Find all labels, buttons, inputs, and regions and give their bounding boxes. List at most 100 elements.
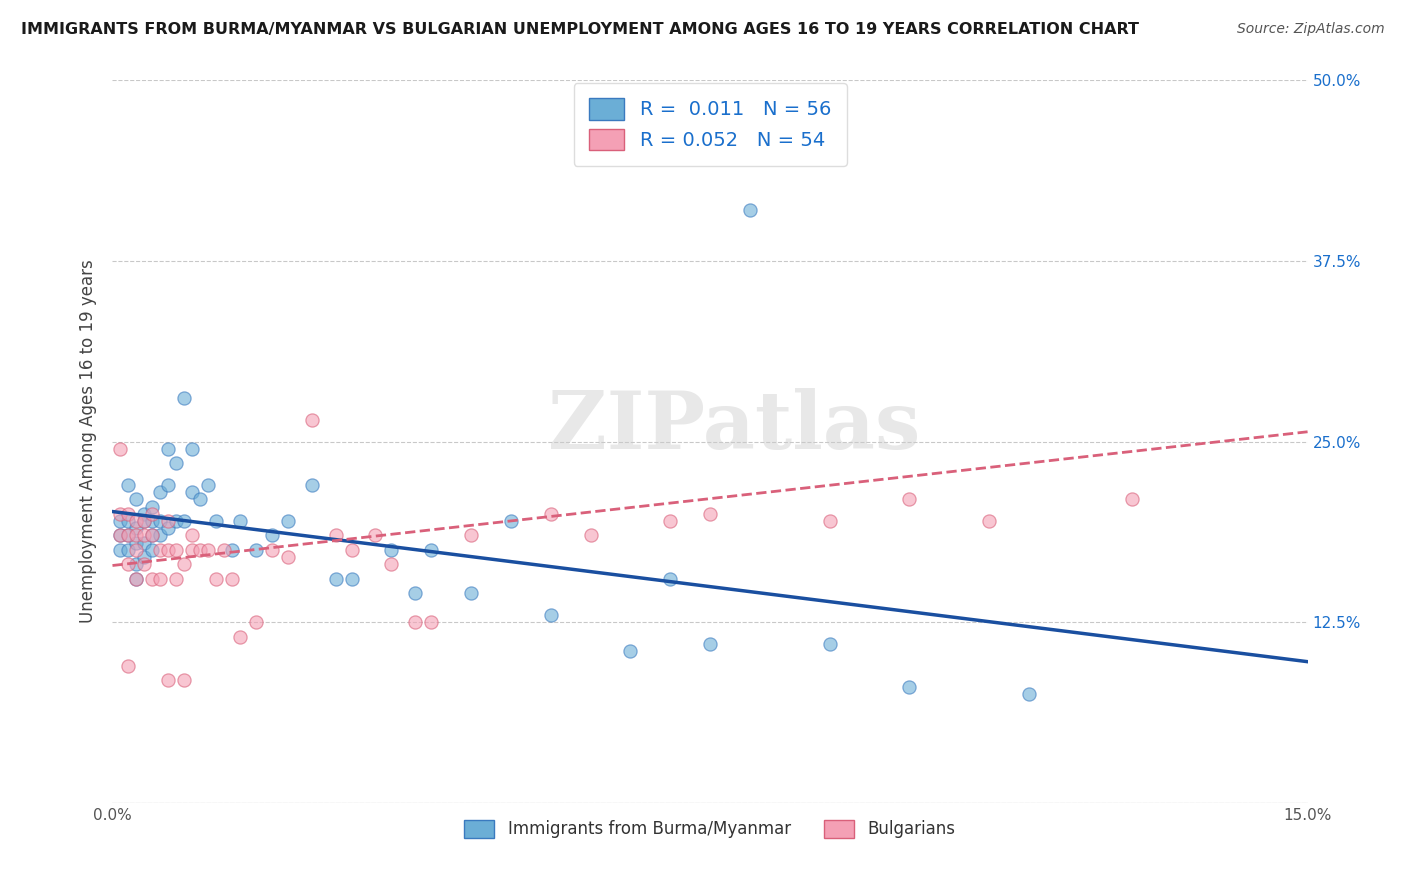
Point [141, 514, 163, 528]
Point [380, 558, 402, 572]
Point [229, 514, 252, 528]
Point [221, 542, 243, 557]
Point [110, 528, 132, 542]
Point [149, 572, 172, 586]
Point [540, 607, 562, 622]
Point [134, 514, 156, 528]
Point [301, 413, 323, 427]
Point [173, 673, 195, 687]
Point [181, 542, 204, 557]
Point [898, 492, 921, 507]
Point [245, 542, 267, 557]
Point [340, 542, 363, 557]
Point [110, 507, 132, 521]
Point [181, 528, 204, 542]
Point [117, 478, 139, 492]
Point [212, 542, 235, 557]
Point [149, 514, 172, 528]
Point [125, 572, 148, 586]
Point [149, 485, 172, 500]
Point [157, 521, 180, 535]
Point [157, 673, 180, 687]
Point [277, 514, 299, 528]
Point [141, 507, 163, 521]
Point [659, 572, 682, 586]
Text: Source: ZipAtlas.com: Source: ZipAtlas.com [1237, 22, 1385, 37]
Point [141, 528, 163, 542]
Point [110, 542, 132, 557]
Point [125, 528, 148, 542]
Point [699, 507, 721, 521]
Point [173, 558, 195, 572]
Point [229, 630, 252, 644]
Point [659, 514, 682, 528]
Point [197, 478, 219, 492]
Point [420, 542, 443, 557]
Point [699, 637, 721, 651]
Point [141, 542, 163, 557]
Point [134, 535, 156, 549]
Point [181, 485, 204, 500]
Point [117, 528, 139, 542]
Point [117, 528, 139, 542]
Point [157, 478, 180, 492]
Point [260, 528, 283, 542]
Point [125, 492, 148, 507]
Point [141, 572, 163, 586]
Text: IMMIGRANTS FROM BURMA/MYANMAR VS BULGARIAN UNEMPLOYMENT AMONG AGES 16 TO 19 YEAR: IMMIGRANTS FROM BURMA/MYANMAR VS BULGARI… [21, 22, 1139, 37]
Point [1018, 687, 1040, 701]
Point [165, 542, 187, 557]
Text: ZIPatlas: ZIPatlas [548, 388, 920, 467]
Point [325, 572, 347, 586]
Point [125, 572, 148, 586]
Point [125, 521, 148, 535]
Point [117, 507, 139, 521]
Point [738, 203, 761, 218]
Point [221, 572, 243, 586]
Point [117, 542, 139, 557]
Point [380, 542, 402, 557]
Point [181, 442, 204, 456]
Y-axis label: Unemployment Among Ages 16 to 19 years: Unemployment Among Ages 16 to 19 years [79, 260, 97, 624]
Point [245, 615, 267, 630]
Point [141, 500, 163, 514]
Point [165, 514, 187, 528]
Point [110, 514, 132, 528]
Legend: Immigrants from Burma/Myanmar, Bulgarians: Immigrants from Burma/Myanmar, Bulgarian… [458, 813, 962, 845]
Point [157, 442, 180, 456]
Point [134, 550, 156, 565]
Point [149, 528, 172, 542]
Point [325, 528, 347, 542]
Point [188, 542, 211, 557]
Point [619, 644, 641, 658]
Point [818, 514, 841, 528]
Point [540, 507, 562, 521]
Point [277, 550, 299, 565]
Point [460, 528, 482, 542]
Point [134, 528, 156, 542]
Point [173, 514, 195, 528]
Point [157, 514, 180, 528]
Point [364, 528, 387, 542]
Point [205, 514, 228, 528]
Point [125, 558, 148, 572]
Point [818, 637, 841, 651]
Point [165, 572, 187, 586]
Point [301, 478, 323, 492]
Point [779, 117, 801, 131]
Point [149, 542, 172, 557]
Point [165, 456, 187, 470]
Point [110, 528, 132, 542]
Point [117, 514, 139, 528]
Point [404, 615, 426, 630]
Point [579, 528, 602, 542]
Point [117, 558, 139, 572]
Point [134, 507, 156, 521]
Point [157, 542, 180, 557]
Point [898, 680, 921, 694]
Point [260, 542, 283, 557]
Point [205, 572, 228, 586]
Point [1121, 492, 1143, 507]
Point [404, 586, 426, 600]
Point [340, 572, 363, 586]
